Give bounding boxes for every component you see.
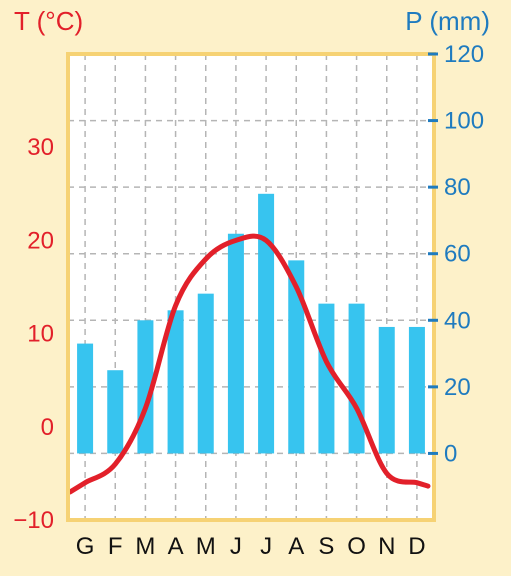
right-tick-label: 20 (444, 374, 471, 401)
precipitation-bar (77, 343, 94, 454)
precipitation-bar (258, 193, 275, 454)
precipitation-bar (107, 370, 124, 454)
plot-frame (66, 52, 436, 522)
right-tick-label: 40 (444, 307, 471, 334)
right-tick-label: 0 (444, 440, 457, 467)
right-tick-label: 120 (444, 41, 484, 68)
precipitation-bar (167, 310, 184, 454)
month-label: F (108, 533, 123, 560)
precipitation-bar (197, 293, 214, 454)
left-tick-label: −10 (13, 507, 54, 534)
left-axis-ticks: 30 20 10 0 −10 (13, 134, 54, 534)
right-axis-ticks: 120 100 80 60 40 20 0 (428, 41, 484, 467)
month-label: O (347, 533, 366, 560)
precipitation-bar (288, 260, 305, 454)
right-tick-label: 60 (444, 241, 471, 268)
month-label: S (318, 533, 334, 560)
left-tick-label: 30 (27, 134, 54, 161)
precipitation-bar (348, 303, 365, 454)
month-label: J (230, 533, 242, 560)
right-tick-label: 80 (444, 174, 471, 201)
month-label: A (168, 533, 184, 560)
precipitation-bar (227, 233, 244, 454)
right-axis-title: P (mm) (405, 6, 490, 36)
precipitation-bar (408, 326, 425, 454)
precipitation-bar (318, 303, 335, 454)
temperature-line (67, 233, 431, 495)
month-label: J (260, 533, 272, 560)
precipitation-bar (378, 326, 395, 454)
month-label: D (408, 533, 425, 560)
left-tick-label: 0 (41, 414, 54, 441)
right-tick-label: 100 (444, 108, 484, 135)
left-tick-label: 10 (27, 321, 54, 348)
left-tick-label: 20 (27, 227, 54, 254)
month-label: N (378, 533, 395, 560)
month-label: M (196, 533, 216, 560)
left-axis-title: T (°C) (14, 6, 83, 36)
month-label: A (288, 533, 304, 560)
month-label: M (135, 533, 155, 560)
month-label: G (76, 533, 95, 560)
